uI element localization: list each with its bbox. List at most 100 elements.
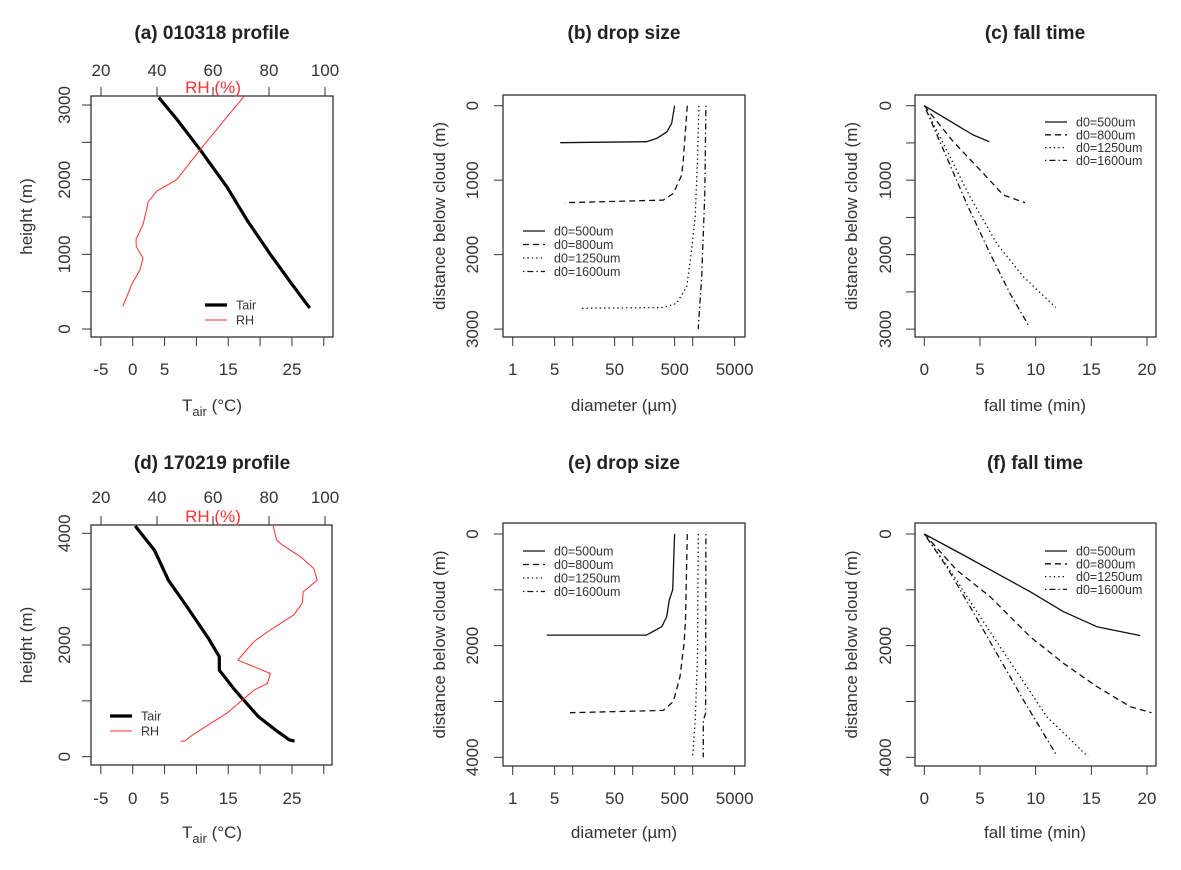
x-tick-label: 0 — [128, 789, 137, 808]
x-tick-label: 5000 — [716, 789, 754, 808]
chart-title: (e) drop size — [568, 453, 680, 474]
x2-tick-label: 80 — [260, 488, 279, 507]
legend — [1045, 550, 1067, 591]
legend — [110, 714, 132, 732]
x-tick-label: 0 — [128, 360, 137, 379]
series-line-tair — [157, 96, 312, 310]
series-line-rh — [180, 525, 318, 742]
legend-label: d0=1250um — [1076, 570, 1142, 584]
y-tick-label: 2000 — [55, 626, 74, 664]
series-line-d0-800um — [569, 533, 688, 714]
x-axis-title-unit: (°C) — [207, 396, 242, 415]
series-line-d0-800um — [564, 105, 688, 204]
panel-f — [906, 522, 1157, 775]
legend — [1045, 121, 1067, 162]
x2-tick-label: 40 — [148, 61, 167, 80]
x-tick-label: 10 — [1026, 789, 1045, 808]
legend-label: Tair — [236, 299, 256, 313]
y-tick-label: 1000 — [55, 235, 74, 273]
x2-tick-label: 80 — [260, 61, 279, 80]
chart-title: (b) drop size — [568, 23, 681, 44]
x2-tick-label: 60 — [204, 488, 223, 507]
x-axis-title-main: T — [182, 823, 192, 842]
panel-e — [494, 522, 746, 775]
series-line-d0-1250um — [692, 533, 699, 756]
legend — [523, 230, 545, 273]
x-tick-label: 1 — [508, 360, 517, 379]
x-tick-label: 15 — [219, 360, 238, 379]
x-tick-label: 10 — [1026, 360, 1045, 379]
x-axis-title-unit: (°C) — [207, 823, 242, 842]
y-tick-label: 0 — [876, 101, 895, 110]
x2-tick-label: 20 — [92, 488, 111, 507]
x-tick-label: 50 — [605, 360, 624, 379]
x-tick-label: 5000 — [716, 360, 754, 379]
x2-axis-title: RH (%) — [185, 78, 241, 97]
y-tick-label: 1000 — [463, 161, 482, 199]
series-line-d0-1250um — [579, 105, 700, 309]
y-tick-label: 0 — [55, 752, 74, 761]
x-axis-title: fall time (min) — [984, 823, 1086, 842]
y-axis-title: distance below cloud (m) — [842, 122, 861, 310]
y-tick-label: 3000 — [876, 310, 895, 348]
legend-label: d0=1600um — [1076, 583, 1142, 597]
legend-label: d0=1250um — [554, 252, 620, 266]
legend-label: d0=500um — [1076, 545, 1135, 559]
x-tick-label: 500 — [660, 360, 688, 379]
y-tick-label: 0 — [876, 529, 895, 538]
series-line-d0-1250um — [923, 533, 1089, 758]
series-line-tair — [133, 525, 295, 743]
series-line-d0-1600um — [923, 105, 1030, 328]
x-tick-label: 50 — [605, 789, 624, 808]
x-tick-label: 5 — [160, 789, 169, 808]
x-tick-label: 20 — [1138, 360, 1157, 379]
legend-label: d0=500um — [1076, 116, 1135, 130]
x2-tick-label: 100 — [311, 61, 339, 80]
x-tick-label: 500 — [660, 789, 688, 808]
legend-label: Tair — [141, 710, 161, 724]
y-tick-label: 4000 — [55, 514, 74, 552]
y-tick-label: 2000 — [463, 627, 482, 665]
legend — [205, 303, 227, 321]
x-tick-label: 5 — [160, 360, 169, 379]
x-tick-label: 20 — [1138, 789, 1157, 808]
y-axis-title: distance below cloud (m) — [430, 122, 449, 310]
y-tick-label: 4000 — [876, 738, 895, 776]
y-tick-label: 0 — [55, 324, 74, 333]
x-tick-label: 0 — [920, 789, 929, 808]
legend — [523, 550, 545, 593]
x-tick-label: 0 — [920, 360, 929, 379]
legend-label: RH — [236, 314, 254, 328]
x-tick-label: 25 — [282, 360, 301, 379]
legend-label: d0=500um — [554, 225, 613, 239]
x-axis-title-sub: air — [192, 831, 207, 846]
series-line-rh — [122, 94, 246, 307]
x-axis-title: Tair (°C) — [182, 396, 242, 419]
series-line-d0-800um — [923, 533, 1152, 714]
x-tick-label: 15 — [1082, 789, 1101, 808]
x-tick-label: 15 — [1082, 360, 1101, 379]
x-axis-title: diameter (µm) — [571, 396, 677, 415]
x-axis-title-main: T — [182, 396, 192, 415]
chart-title: (f) fall time — [987, 453, 1083, 474]
panel-d — [82, 516, 333, 774]
legend-label: d0=1250um — [554, 572, 620, 586]
y-tick-label: 1000 — [876, 161, 895, 199]
y-axis-title: height (m) — [17, 178, 36, 255]
y-tick-label: 2000 — [876, 236, 895, 274]
legend-label: d0=800um — [1076, 557, 1135, 571]
legend-label: d0=500um — [554, 545, 613, 559]
x-tick-label: 5 — [550, 360, 559, 379]
plot-frame — [502, 94, 746, 338]
y-tick-label: 0 — [463, 529, 482, 538]
x-axis-title: Tair (°C) — [182, 823, 242, 846]
series-line-d0-1600um — [923, 533, 1058, 756]
panel-a — [82, 87, 334, 346]
series-line-d0-800um — [923, 105, 1026, 204]
x-tick-label: 5 — [975, 789, 984, 808]
legend-label: d0=1250um — [1076, 141, 1142, 155]
plot-frame — [90, 95, 334, 338]
legend-label: d0=1600um — [554, 265, 620, 279]
x2-tick-label: 20 — [92, 61, 111, 80]
